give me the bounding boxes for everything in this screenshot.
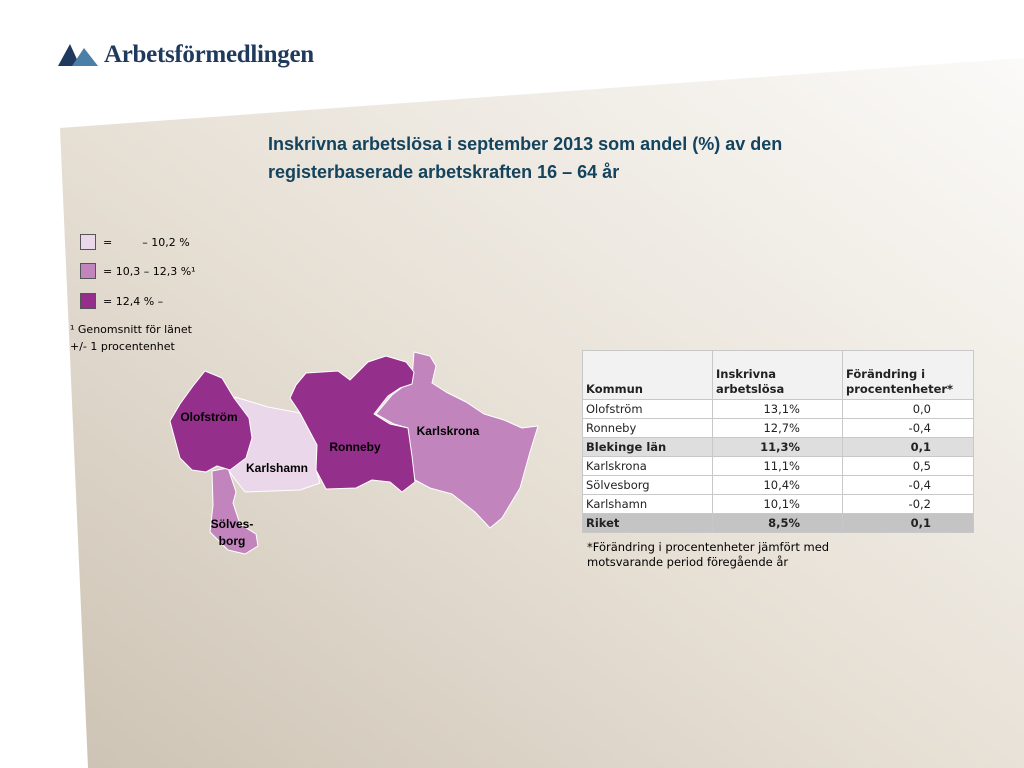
- legend-prefix: =: [103, 235, 113, 249]
- cell-kommun: Karlshamn: [582, 494, 713, 514]
- region-label-solvesborg-2: borg: [219, 534, 246, 548]
- column-header-change-line-2: procentenheter*: [846, 382, 954, 396]
- unemployment-table: Kommun Inskrivna arbetslösa Förändring i…: [582, 350, 974, 533]
- legend-note: ¹ Genomsnitt för länet +/- 1 procentenhe…: [70, 321, 192, 355]
- column-header-andel: Inskrivna arbetslösa: [712, 350, 843, 400]
- column-header-change: Förändring i procentenheter*: [842, 350, 974, 400]
- legend-swatch-low: [80, 234, 96, 250]
- logo-mark-icon: [58, 44, 98, 66]
- legend-label-mid: = 10,3 – 12,3 %¹: [103, 264, 196, 278]
- cell-andel: 11,3%: [712, 437, 843, 457]
- legend-item-mid: = 10,3 – 12,3 %¹: [80, 263, 196, 279]
- legend-item-low: = – 10,2 %: [80, 234, 190, 250]
- region-label-solvesborg-1: Sölves-: [211, 517, 254, 531]
- table-row: Karlshamn 10,1% -0,2: [582, 494, 974, 514]
- cell-andel: 10,4%: [712, 475, 843, 495]
- region-label-ronneby: Ronneby: [329, 440, 381, 454]
- cell-kommun: Riket: [582, 513, 713, 533]
- table-row-national: Riket 8,5% 0,1: [582, 513, 974, 533]
- cell-change: 0,5: [842, 456, 974, 476]
- region-label-olofstrom: Olofström: [180, 410, 237, 424]
- table-row: Sölvesborg 10,4% -0,4: [582, 475, 974, 495]
- legend-swatch-high: [80, 293, 96, 309]
- legend-label-high: = 12,4 % –: [103, 294, 164, 308]
- page-title: Inskrivna arbetslösa i september 2013 so…: [268, 134, 783, 182]
- table-row-county: Blekinge län 11,3% 0,1: [582, 437, 974, 457]
- legend-note-line-1: ¹ Genomsnitt för länet: [70, 323, 192, 336]
- blekinge-map: Olofström Karlshamn Ronneby Karlskrona S…: [169, 351, 539, 555]
- region-ronneby: [289, 355, 416, 493]
- cell-kommun: Ronneby: [582, 418, 713, 438]
- legend-swatch-mid: [80, 263, 96, 279]
- table-row: Karlskrona 11,1% 0,5: [582, 456, 974, 476]
- cell-change: -0,2: [842, 494, 974, 514]
- region-label-karlshamn: Karlshamn: [246, 461, 308, 475]
- cell-andel: 8,5%: [712, 513, 843, 533]
- cell-kommun: Sölvesborg: [582, 475, 713, 495]
- region-label-karlskrona: Karlskrona: [417, 424, 480, 438]
- cell-change: 0,1: [842, 513, 974, 533]
- legend-item-high: = 12,4 % –: [80, 293, 163, 309]
- table-footnote-line-2: motsvarande period föregående år: [587, 555, 789, 569]
- region-solvesborg: [209, 467, 259, 555]
- column-header-kommun: Kommun: [582, 350, 713, 400]
- region-olofstrom: [169, 370, 253, 473]
- cell-change: 0,0: [842, 399, 974, 419]
- logo-text: Arbetsförmedlingen: [104, 41, 314, 68]
- column-header-andel-line-2: arbetslösa: [716, 382, 785, 396]
- table-row: Ronneby 12,7% -0,4: [582, 418, 974, 438]
- legend-label-low: – 10,2 %: [142, 235, 190, 249]
- cell-andel: 11,1%: [712, 456, 843, 476]
- logo: Arbetsförmedlingen: [58, 38, 314, 72]
- column-header-change-line-1: Förändring i: [846, 367, 926, 381]
- cell-andel: 12,7%: [712, 418, 843, 438]
- region-karlskrona: [375, 351, 539, 529]
- table-footnote: *Förändring i procentenheter jämfört med…: [587, 540, 887, 570]
- table-footnote-line-1: *Förändring i procentenheter jämfört med: [587, 540, 830, 554]
- cell-kommun: Olofström: [582, 399, 713, 419]
- cell-change: -0,4: [842, 475, 974, 495]
- cell-kommun: Blekinge län: [582, 437, 713, 457]
- cell-kommun: Karlskrona: [582, 456, 713, 476]
- table-header-row: Kommun Inskrivna arbetslösa Förändring i…: [582, 350, 974, 400]
- column-header-andel-line-1: Inskrivna: [716, 367, 777, 381]
- cell-andel: 10,1%: [712, 494, 843, 514]
- table-row: Olofström 13,1% 0,0: [582, 399, 974, 419]
- legend-note-line-2: +/- 1 procentenhet: [70, 340, 175, 353]
- cell-change: 0,1: [842, 437, 974, 457]
- cell-change: -0,4: [842, 418, 974, 438]
- cell-andel: 13,1%: [712, 399, 843, 419]
